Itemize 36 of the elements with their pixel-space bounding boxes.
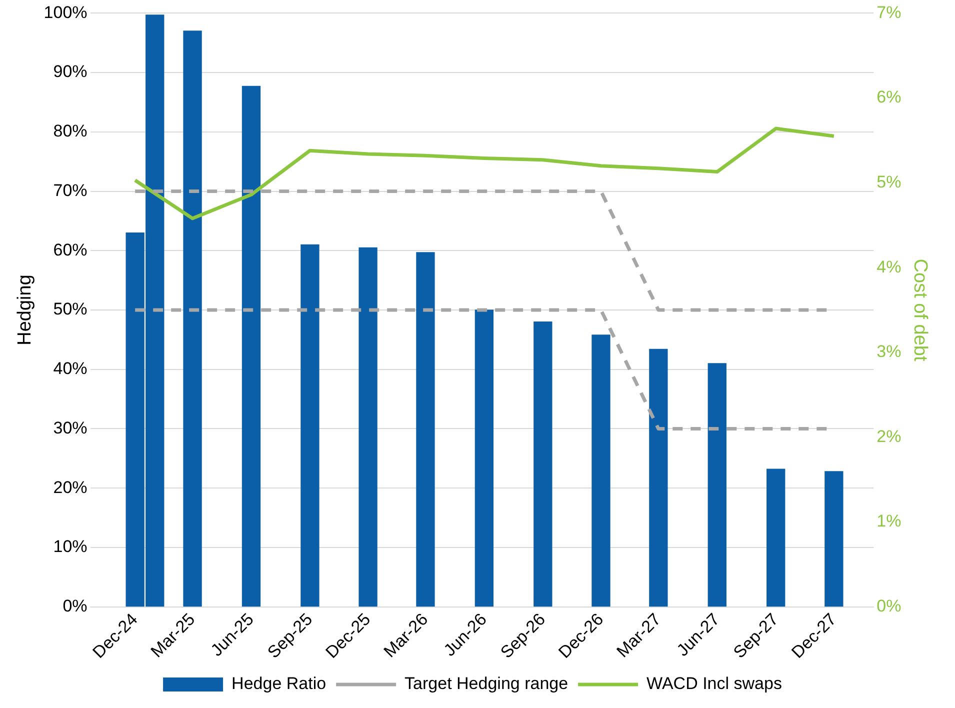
y-tick-label: 10% <box>53 537 88 556</box>
y2-axis-title: Cost of debt <box>909 258 930 362</box>
bar <box>592 334 610 607</box>
bar <box>766 468 786 607</box>
y2-tick-label: 6% <box>876 88 902 107</box>
legend-label: WACD Incl swaps <box>646 674 782 694</box>
y2-tick-label: 2% <box>876 426 902 446</box>
y2-tick-label: 1% <box>876 512 902 531</box>
bar <box>649 348 668 607</box>
bar <box>824 471 844 607</box>
bar <box>183 30 202 607</box>
y-tick-label: 100% <box>44 2 88 22</box>
y-tick-label: 60% <box>53 240 88 260</box>
y2-tick-label: 5% <box>876 172 902 192</box>
bar <box>300 244 320 607</box>
bar <box>708 363 726 607</box>
y-tick-label: 70% <box>53 180 88 200</box>
y-tick-label: 20% <box>53 478 88 497</box>
y-tick-label: 0% <box>62 596 88 616</box>
bar <box>416 252 435 607</box>
y-axis-title: Hedging <box>14 274 36 346</box>
y-tick-label: 50% <box>53 300 88 319</box>
y-tick-label: 40% <box>53 359 88 378</box>
y2-tick-label: 7% <box>876 2 902 22</box>
legend-label: Hedge Ratio <box>232 674 326 694</box>
bar <box>358 247 378 607</box>
bar <box>242 86 261 607</box>
bar <box>474 310 494 607</box>
y-tick-label: 30% <box>53 418 88 438</box>
y-tick-label: 90% <box>53 62 88 82</box>
legend-label: Target Hedging range <box>404 674 568 694</box>
bar <box>534 322 552 607</box>
y2-tick-label: 4% <box>876 257 902 276</box>
y2-tick-label: 3% <box>876 342 902 362</box>
y2-tick-label: 0% <box>876 596 902 616</box>
y-tick-label: 80% <box>53 122 88 141</box>
